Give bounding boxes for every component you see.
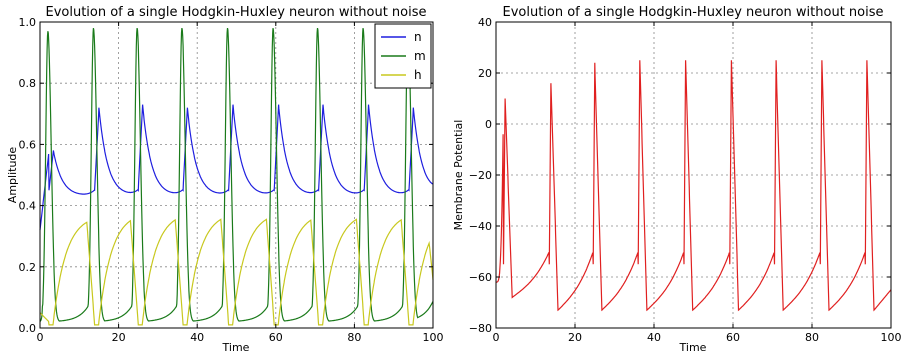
legend-label-n: n: [414, 30, 422, 44]
y-tick-label: 0.4: [19, 200, 37, 213]
legend-label-h: h: [414, 68, 422, 82]
y-axis-label: Membrane Potential: [452, 120, 465, 231]
x-tick-label: 60: [726, 331, 740, 344]
x-tick-label: 20: [568, 331, 582, 344]
x-tick-label: 40: [190, 331, 204, 344]
legend: nmh: [374, 23, 432, 89]
y-tick-label: 0: [485, 118, 492, 131]
y-axis-label: Amplitude: [6, 147, 19, 204]
y-tick-label: 20: [478, 67, 492, 80]
y-tick-label: −80: [469, 322, 492, 335]
x-axis-label: Time: [679, 341, 707, 354]
y-tick-label: 1.0: [19, 16, 37, 29]
y-tick-label: 0.2: [19, 261, 37, 274]
y-tick-label: 0.8: [19, 77, 37, 90]
chart-title: Evolution of a single Hodgkin-Huxley neu…: [502, 5, 883, 20]
x-axis-label: Time: [222, 341, 250, 354]
x-tick-label: 0: [37, 331, 44, 344]
y-tick-label: 0.6: [19, 138, 37, 151]
grid: [496, 22, 891, 328]
series-line-membrane-potential: [496, 60, 892, 312]
x-tick-label: 100: [423, 331, 444, 344]
x-tick-label: 0: [493, 331, 500, 344]
tick-group: 0 20 40 60 80 100 −80 −60 −40 −20 0 20 40: [469, 16, 902, 344]
x-tick-label: 80: [347, 331, 361, 344]
y-tick-label: −60: [469, 271, 492, 284]
series-line-h: [39, 218, 434, 326]
legend-label-m: m: [414, 49, 426, 63]
x-tick-label: 80: [805, 331, 819, 344]
series-line-n: [39, 104, 434, 231]
series-line-m: [39, 27, 434, 322]
x-tick-label: 60: [269, 331, 283, 344]
x-tick-label: 40: [647, 331, 661, 344]
x-tick-label: 20: [112, 331, 126, 344]
tick-group: 0 20 40 60 80 100 0.0 0.2 0.4 0.6 0.8 1.0: [19, 16, 444, 344]
series-group: [496, 60, 892, 312]
y-tick-label: −20: [469, 169, 492, 182]
grid: [40, 22, 433, 328]
plot-frame: [39, 21, 434, 329]
x-tick-label: 100: [881, 331, 902, 344]
y-tick-label: 0.0: [19, 322, 37, 335]
chart-title: Evolution of a single Hodgkin-Huxley neu…: [45, 5, 426, 20]
chart-membrane-potential: Evolution of a single Hodgkin-Huxley neu…: [452, 5, 902, 354]
y-tick-label: 40: [478, 16, 492, 29]
y-tick-label: −40: [469, 220, 492, 233]
chart-neuron-gates: Evolution of a single Hodgkin-Huxley neu…: [6, 5, 444, 354]
series-group: [39, 27, 434, 326]
